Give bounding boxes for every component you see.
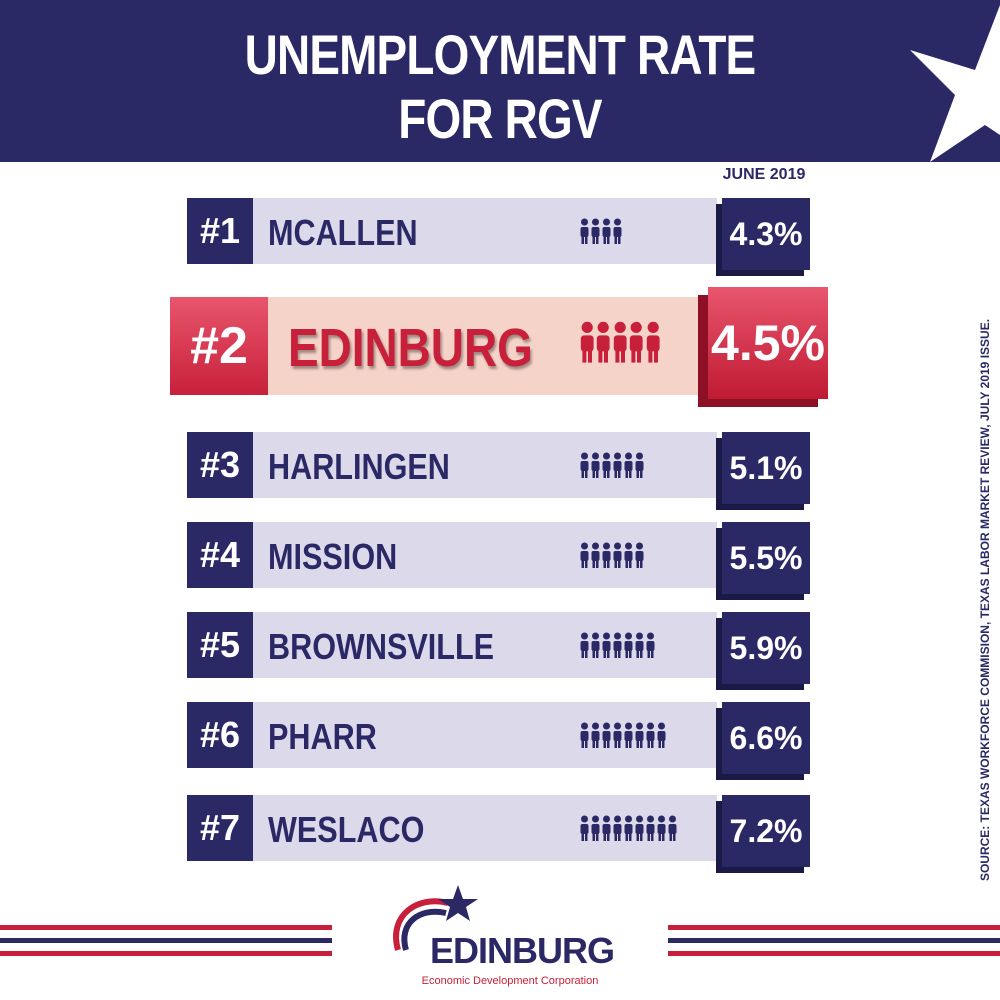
column-header: JUNE 2019 xyxy=(722,166,806,183)
star xyxy=(910,5,1000,162)
city-name: MISSION xyxy=(268,536,398,577)
city-name: HARLINGEN xyxy=(268,446,450,487)
rank-row: #4 MISSION 5.5% xyxy=(0,522,1000,594)
people-icons xyxy=(580,218,622,244)
rank-box: #6 xyxy=(187,702,253,768)
stripe xyxy=(0,925,332,930)
rank-box: #4 xyxy=(187,522,253,588)
source: SOURCE: TEXAS WORKFORCE COMMISION, TEXAS… xyxy=(978,318,992,882)
highlight-row: #2 EDINBURG 4.5% xyxy=(0,287,1000,409)
rate-box: 5.5% xyxy=(722,522,810,594)
logo-name: EDINBURG xyxy=(430,930,615,971)
rate-box: 4.5% xyxy=(708,287,828,399)
rate-box: 7.2% xyxy=(722,795,810,867)
city-name: WESLACO xyxy=(268,809,425,850)
people-icons xyxy=(580,452,644,478)
people-icons xyxy=(580,542,644,568)
header: UNEMPLOYMENT RATE FOR RGV xyxy=(0,0,1000,162)
people-icons xyxy=(580,815,677,841)
rank-box: #7 xyxy=(187,795,253,861)
rank-row: #6 PHARR 6.6% xyxy=(0,702,1000,774)
rate-box: 4.3% xyxy=(722,198,810,270)
stripe xyxy=(668,925,1000,930)
stripe xyxy=(668,951,1000,956)
people-icons xyxy=(580,722,666,748)
rank-box: #3 xyxy=(187,432,253,498)
title-line: FOR RGV xyxy=(398,87,602,150)
people-icons xyxy=(580,321,660,363)
city-name: BROWNSVILLE xyxy=(268,626,495,667)
rank-box: #1 xyxy=(187,198,253,264)
rate-box: 6.6% xyxy=(722,702,810,774)
logo-subtitle: Economic Development Corporation xyxy=(421,975,599,987)
rank-row: #1 MCALLEN 4.3% xyxy=(0,198,1000,270)
rank-box: #2 xyxy=(170,297,268,395)
city-name: MCALLEN xyxy=(268,212,418,253)
rank-box: #5 xyxy=(187,612,253,678)
rank-row: #3 HARLINGEN 5.1% xyxy=(0,432,1000,504)
logo-mark xyxy=(393,885,478,951)
city-name: PHARR xyxy=(268,716,377,757)
name-band xyxy=(187,198,717,264)
rate-box: 5.1% xyxy=(722,432,810,504)
rank-row: #7 WESLACO 7.2% xyxy=(0,795,1000,867)
people-icons xyxy=(580,632,655,658)
city-name: EDINBURG xyxy=(288,318,533,378)
rank-row: #5 BROWNSVILLE 5.9% xyxy=(0,612,1000,684)
stripe xyxy=(0,951,332,956)
stripe xyxy=(0,938,332,943)
rate-box: 5.9% xyxy=(722,612,810,684)
stripe xyxy=(668,938,1000,943)
title-line: UNEMPLOYMENT RATE xyxy=(244,23,757,86)
